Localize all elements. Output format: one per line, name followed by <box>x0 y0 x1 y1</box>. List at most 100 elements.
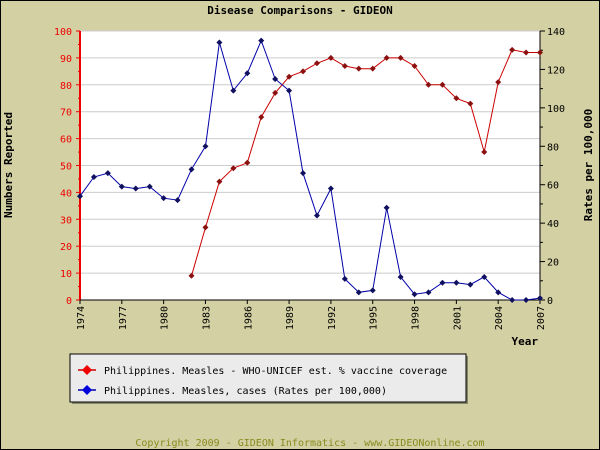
data-point <box>509 297 516 303</box>
data-point <box>425 81 432 88</box>
data-point <box>160 195 167 202</box>
y-right-tick-label: 60 <box>547 181 559 192</box>
data-point <box>216 178 223 185</box>
data-point <box>174 197 181 204</box>
data-point <box>230 165 237 172</box>
y-left-tick-label: 70 <box>60 108 72 119</box>
data-point <box>355 65 362 72</box>
grid <box>80 30 540 274</box>
data-point <box>495 79 502 86</box>
x-tick-label: 1977 <box>118 306 129 330</box>
y-left-tick-label: 10 <box>60 269 72 280</box>
data-point <box>453 95 460 102</box>
data-point <box>523 297 530 303</box>
data-point <box>369 65 376 72</box>
data-point <box>188 166 195 173</box>
data-point <box>425 289 432 296</box>
data-point <box>313 60 320 67</box>
y-right-tick-label: 80 <box>547 142 559 153</box>
series-lines <box>77 37 543 303</box>
y-left-tick-label: 100 <box>54 27 72 38</box>
data-point <box>481 149 488 156</box>
data-point <box>272 89 279 96</box>
x-tick-label: 2001 <box>452 306 463 330</box>
data-point <box>244 159 251 166</box>
y-right-tick-label: 40 <box>547 219 559 230</box>
legend-label: Philippines. Measles, cases (Rates per 1… <box>104 386 387 397</box>
y-left-tick-label: 60 <box>60 135 72 146</box>
data-point <box>537 295 543 302</box>
y-left-tick-label: 40 <box>60 188 72 199</box>
data-point <box>258 114 265 121</box>
y-left-tick-label: 30 <box>60 215 72 226</box>
data-point <box>495 289 502 296</box>
y-right-tick-label: 140 <box>547 27 565 38</box>
y-left-tick-label: 20 <box>60 242 72 253</box>
x-tick-label: 1983 <box>201 306 212 330</box>
y-right-tick-label: 100 <box>547 104 565 115</box>
data-point <box>300 68 307 75</box>
x-tick-label: 1989 <box>285 306 296 330</box>
data-point <box>481 273 488 280</box>
data-point <box>300 170 307 177</box>
x-tick-label: 1980 <box>160 306 171 330</box>
x-tick-label: 1992 <box>327 306 338 330</box>
data-point <box>411 62 418 69</box>
y-right-tick-label: 20 <box>547 258 559 269</box>
copyright-footer: Copyright 2009 - GIDEON Informatics - ww… <box>135 438 484 449</box>
chart-title: Disease Comparisons - GIDEON <box>207 4 392 17</box>
data-point <box>397 273 404 280</box>
x-tick-label: 2004 <box>494 306 505 330</box>
data-point <box>341 275 348 282</box>
data-point <box>439 279 446 286</box>
data-point <box>118 183 125 190</box>
data-point <box>383 204 390 211</box>
y-left-tick-label: 90 <box>60 54 72 65</box>
data-point <box>397 54 404 61</box>
y-left-tick-label: 80 <box>60 81 72 92</box>
data-point <box>383 54 390 61</box>
data-point <box>202 143 209 150</box>
data-point <box>509 46 516 53</box>
y-left-tick-label: 0 <box>66 296 72 307</box>
data-point <box>132 185 139 192</box>
data-point <box>523 49 530 56</box>
legend-box <box>69 353 467 403</box>
data-point <box>216 39 223 46</box>
data-point <box>286 87 293 94</box>
data-point <box>104 170 111 177</box>
series-line-1 <box>191 49 540 276</box>
legend-marker <box>82 365 92 375</box>
data-point <box>202 224 209 231</box>
x-tick-label: 1998 <box>411 306 422 330</box>
data-point <box>341 62 348 69</box>
data-point <box>188 272 195 279</box>
data-point <box>146 183 153 190</box>
data-point <box>467 100 474 107</box>
data-point <box>411 291 418 298</box>
data-point <box>244 70 251 77</box>
data-point <box>327 54 334 61</box>
x-tick-label: 1974 <box>76 306 87 330</box>
series-line-2 <box>79 39 541 301</box>
data-point <box>272 76 279 83</box>
data-point <box>355 289 362 296</box>
x-tick-label: 1995 <box>369 306 380 330</box>
x-tick-label: 2007 <box>536 306 547 330</box>
x-tick-label: 1986 <box>243 306 254 330</box>
y-right-tick-label: 0 <box>547 296 553 307</box>
data-point <box>453 279 460 286</box>
data-point <box>230 87 237 94</box>
y-axis-left-label: Numbers Reported <box>2 112 15 218</box>
axes: 0 10 20 30 40 50 60 70 80 90 100 0 20 40 60 80 100 120 140… <box>54 27 565 330</box>
data-point <box>369 287 376 294</box>
y-left-tick-label: 50 <box>60 162 72 173</box>
data-point <box>537 49 543 56</box>
x-axis-label: Year <box>512 335 539 348</box>
data-point <box>90 174 97 181</box>
legend-label: Philippines. Measles - WHO-UNICEF est. %… <box>104 366 447 377</box>
data-point <box>439 81 446 88</box>
